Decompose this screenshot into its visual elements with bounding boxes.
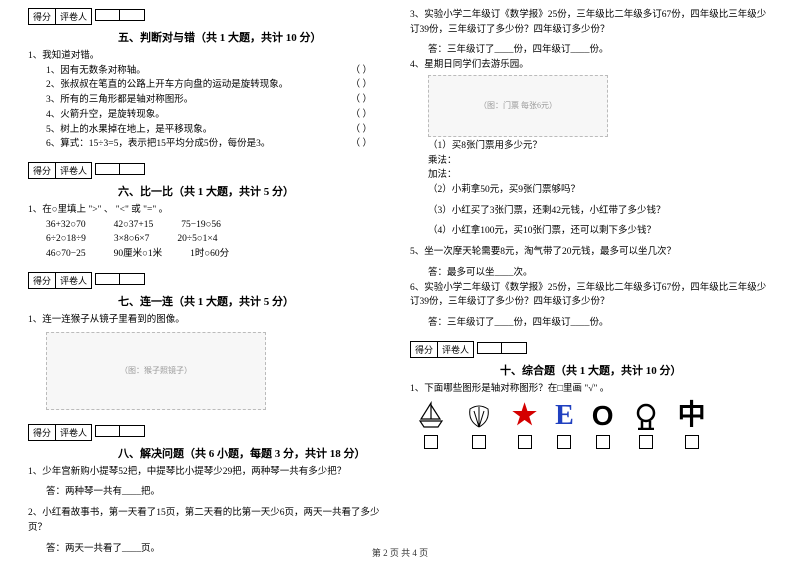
section-5-title: 五、判断对与错（共 1 大题，共计 10 分）: [28, 29, 390, 45]
sym-shell: [464, 401, 494, 449]
sym-E: E: [555, 401, 574, 449]
q8-4-mul: 乘法：: [410, 154, 772, 169]
checkbox[interactable]: [685, 435, 699, 449]
sym-rail: [632, 401, 660, 449]
score-label: 得分: [29, 9, 56, 24]
score-box-8: 得分 评卷人: [28, 424, 92, 441]
q10-stem: 1、下面哪些图形是轴对称图形？在□里画 "√" 。: [410, 382, 772, 397]
letter-O-icon: O: [592, 401, 614, 431]
score-box-5-empty: [95, 9, 145, 21]
q5-item-4: 4、火箭升空，是旋转现象。（ ）: [28, 108, 390, 123]
page-footer: 第 2 页 共 4 页: [0, 546, 800, 559]
sailboat-icon: [416, 401, 446, 431]
a8-5: 答：最多可以坐____次。: [410, 266, 772, 281]
q8-2: 2、小红看故事书，第一天看了15页，第二天看的比第一天少6页，两天一共看了多少页…: [28, 506, 390, 535]
letter-E-icon: E: [555, 401, 574, 431]
q8-1: 1、少年宫新购小提琴52把，中提琴比小提琴少29把，两种琴一共有多少把？: [28, 465, 390, 480]
a8-3: 答：三年级订了____份，四年级订____份。: [410, 43, 772, 58]
score-box-7-empty: [95, 273, 145, 285]
char-zhong-icon: 中: [678, 401, 706, 431]
shell-icon: [464, 401, 494, 431]
exam-page: 得分 评卷人 五、判断对与错（共 1 大题，共计 10 分） 1、我知道对错。 …: [0, 0, 800, 556]
star-icon: ★: [512, 401, 537, 431]
section-7-title: 七、连一连（共 1 大题，共计 5 分）: [28, 293, 390, 309]
q8-6: 6、实验小学二年级订《数学报》25份，三年级比二年级多订67份，四年级比三年级少…: [410, 281, 772, 310]
q5-item-6: 6、算式：15÷3=5，表示把15平均分成5份，每份是3。（ ）: [28, 137, 390, 152]
right-column: 3、实验小学二年级订《数学报》25份，三年级比二年级多订67份，四年级比三年级少…: [410, 8, 772, 556]
checkbox[interactable]: [557, 435, 571, 449]
q8-4-1: （1）买8张门票用多少元？: [410, 139, 772, 154]
checkbox[interactable]: [596, 435, 610, 449]
score-box-6-empty: [95, 163, 145, 175]
score-box-10: 得分 评卷人: [410, 341, 474, 358]
score-box-5: 得分 评卷人: [28, 8, 92, 25]
q5-item-1: 1、因有无数条对称轴。（ ）: [28, 64, 390, 79]
section-10-title: 十、综合题（共 1 大题，共计 10 分）: [410, 362, 772, 378]
q8-4-4: （4）小红拿100元，买10张门票，还可以剩下多少钱？: [410, 224, 772, 239]
checkbox[interactable]: [639, 435, 653, 449]
sym-O: O: [592, 401, 614, 449]
checkbox[interactable]: [472, 435, 486, 449]
score-box-10-empty: [477, 342, 527, 354]
park-arch-image: （图：门票 每张6元）: [428, 75, 608, 137]
q8-4-add: 加法：: [410, 168, 772, 183]
sym-zhong: 中: [678, 401, 706, 449]
sym-star: ★: [512, 401, 537, 449]
q8-4-3: （3）小红买了3张门票，还剩42元钱，小红带了多少钱？: [410, 204, 772, 219]
q8-3: 3、实验小学二年级订《数学报》25份，三年级比二年级多订67份，四年级比三年级少…: [410, 8, 772, 37]
score-box-7: 得分 评卷人: [28, 272, 92, 289]
monkey-mirror-image: （图：猴子照镜子）: [46, 332, 266, 410]
q6-row3: 46○70−25 90厘米○1米 1时○60分: [28, 247, 390, 262]
score-box-8-empty: [95, 425, 145, 437]
q8-4: 4、星期日同学们去游乐园。: [410, 58, 772, 73]
q7-stem: 1、连一连猴子从镜子里看到的图像。: [28, 313, 390, 328]
q5-item-3: 3、所有的三角形都是轴对称图形。（ ）: [28, 93, 390, 108]
q6-stem: 1、在○里填上 ">" 、 "<" 或 "=" 。: [28, 203, 390, 218]
checkbox[interactable]: [424, 435, 438, 449]
a8-6: 答：三年级订了____份，四年级订____份。: [410, 316, 772, 331]
a8-1: 答：两种琴一共有____把。: [28, 485, 390, 500]
q6-row1: 36+32○70 42○37+15 75−19○56: [28, 218, 390, 233]
section-6-title: 六、比一比（共 1 大题，共计 5 分）: [28, 183, 390, 199]
score-box-6: 得分 评卷人: [28, 162, 92, 179]
left-column: 得分 评卷人 五、判断对与错（共 1 大题，共计 10 分） 1、我知道对错。 …: [28, 8, 390, 556]
q6-row2: 6÷2○18÷9 3×8○6×7 20÷5○1×4: [28, 232, 390, 247]
grader-label: 评卷人: [56, 9, 91, 24]
checkbox[interactable]: [518, 435, 532, 449]
sym-sailboat: [416, 401, 446, 449]
q8-5: 5、坐一次摩天轮需要8元，淘气带了20元钱，最多可以坐几次？: [410, 245, 772, 260]
rail-logo-icon: [632, 401, 660, 431]
q5-stem: 1、我知道对错。: [28, 49, 390, 64]
q8-4-2: （2）小莉拿50元，买9张门票够吗？: [410, 183, 772, 198]
q5-item-5: 5、树上的水果掉在地上，是平移现象。（ ）: [28, 123, 390, 138]
q5-item-2: 2、张叔叔在笔直的公路上开车方向盘的运动是旋转现象。（ ）: [28, 78, 390, 93]
symmetry-symbols-row: ★ E O 中: [410, 401, 772, 449]
section-8-title: 八、解决问题（共 6 小题，每题 3 分，共计 18 分）: [28, 445, 390, 461]
